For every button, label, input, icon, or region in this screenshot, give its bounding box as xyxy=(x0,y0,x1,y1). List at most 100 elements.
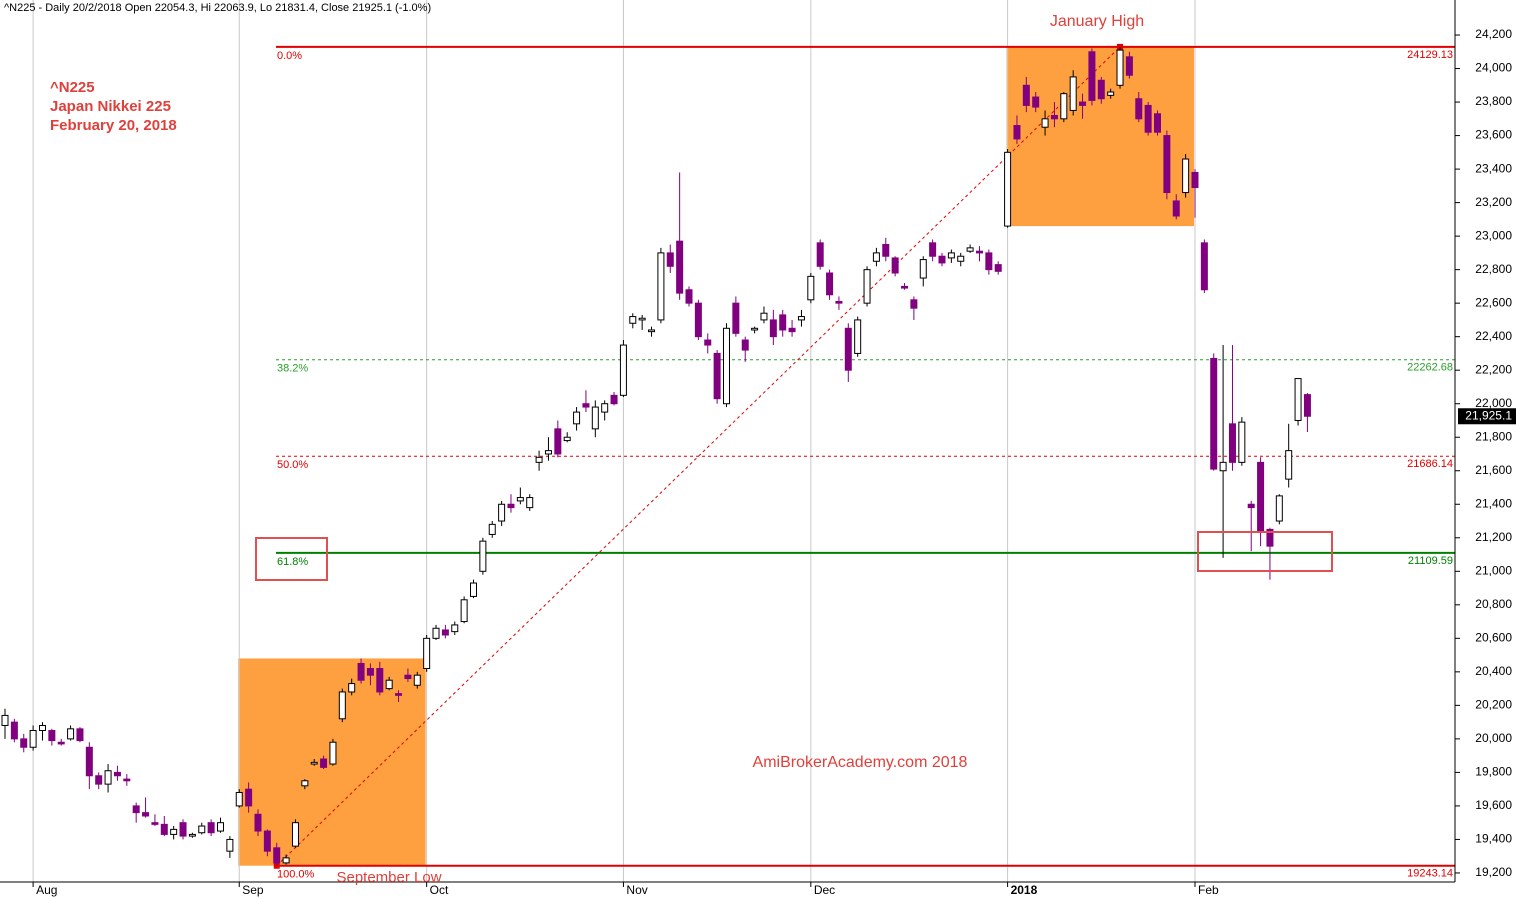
candle-body xyxy=(694,302,702,338)
candle-body xyxy=(891,257,899,274)
candle-body xyxy=(610,394,618,405)
candle-body xyxy=(760,312,768,321)
x-tick-label: Feb xyxy=(1198,883,1219,897)
candle-body xyxy=(1191,171,1199,189)
candle-body xyxy=(826,272,834,296)
candle-body xyxy=(488,523,496,535)
candle-body xyxy=(263,830,271,852)
candle-body xyxy=(1154,113,1162,133)
candle-body xyxy=(1088,51,1096,101)
candle-body xyxy=(1303,394,1311,417)
y-tick-label: 23,000 xyxy=(1475,228,1512,242)
candle-body xyxy=(648,329,656,333)
fib-label: 0.0% xyxy=(277,50,302,62)
trend-line xyxy=(276,46,1121,867)
candle-body xyxy=(872,252,880,262)
candle-body xyxy=(844,327,852,371)
candle-body xyxy=(1257,461,1265,532)
highlight-zone xyxy=(1006,46,1194,227)
candle-body xyxy=(685,289,693,304)
candle-body xyxy=(975,250,983,254)
candle-body xyxy=(573,411,581,425)
y-tick-label: 22,400 xyxy=(1475,329,1512,343)
candle-body xyxy=(1144,104,1152,133)
candle-body xyxy=(376,667,384,693)
y-tick-label: 23,400 xyxy=(1475,161,1512,175)
y-tick-label: 20,800 xyxy=(1475,597,1512,611)
y-tick-label: 20,200 xyxy=(1475,698,1512,712)
candle-body xyxy=(10,721,18,740)
candle-body xyxy=(48,730,56,742)
candle-body xyxy=(1285,450,1293,480)
candle-body xyxy=(985,252,993,271)
candle-body xyxy=(732,302,740,334)
candle-body xyxy=(1097,79,1105,100)
fib-label: 100.0% xyxy=(277,869,315,881)
candle-body xyxy=(554,428,562,455)
fib-value: 22262.68 xyxy=(1407,362,1453,374)
candle-body xyxy=(179,822,187,837)
candle-body xyxy=(1125,56,1133,76)
candle-body xyxy=(320,758,328,768)
candle-body xyxy=(1182,158,1190,194)
candle-body xyxy=(423,637,431,669)
y-tick-label: 23,800 xyxy=(1475,94,1512,108)
y-tick-label: 24,000 xyxy=(1475,61,1512,75)
candle-body xyxy=(1004,151,1012,227)
candle-body xyxy=(1172,200,1180,217)
watermark: AmiBrokerAcademy.com 2018 xyxy=(753,754,968,771)
candle-body xyxy=(282,857,290,864)
candle-body xyxy=(779,314,787,331)
x-tick-label: Dec xyxy=(814,883,835,897)
candle-body xyxy=(882,244,890,257)
annotation: ^N225 xyxy=(50,79,95,96)
candle-body xyxy=(132,805,140,814)
candle-body xyxy=(544,450,552,455)
candle-body xyxy=(835,300,843,304)
y-tick-label: 22,600 xyxy=(1475,295,1512,309)
candle-body xyxy=(751,327,759,331)
candle-body xyxy=(395,693,403,696)
y-tick-label: 20,600 xyxy=(1475,631,1512,645)
candle-body xyxy=(1079,101,1087,106)
y-tick-label: 22,800 xyxy=(1475,262,1512,276)
candle-body xyxy=(413,674,421,686)
candle-body xyxy=(198,825,206,834)
candle-body xyxy=(291,822,299,847)
candle-body xyxy=(957,255,965,262)
candle-body xyxy=(563,436,571,442)
candle-body xyxy=(854,319,862,354)
y-tick-label: 19,800 xyxy=(1475,765,1512,779)
x-tick-label: 2018 xyxy=(1011,883,1038,897)
candle-body xyxy=(535,456,543,463)
candle-body xyxy=(357,662,365,681)
candle-body xyxy=(769,319,777,338)
candle-body xyxy=(160,823,168,835)
candle-body xyxy=(619,344,627,396)
candle-body xyxy=(76,728,84,742)
y-tick-label: 21,600 xyxy=(1475,463,1512,477)
fib-value: 21109.59 xyxy=(1408,555,1453,567)
candle-body xyxy=(57,741,65,745)
y-tick-label: 23,600 xyxy=(1475,128,1512,142)
high-label: January High xyxy=(1050,13,1144,30)
y-tick-label: 21,000 xyxy=(1475,563,1512,577)
candle-body xyxy=(901,285,909,289)
fib-label: 50.0% xyxy=(277,459,308,471)
candle-body xyxy=(1294,378,1302,421)
candle-body xyxy=(348,683,356,693)
candles xyxy=(1,46,1311,866)
y-tick-label: 20,400 xyxy=(1475,664,1512,678)
candle-body xyxy=(1107,91,1115,96)
candle-body xyxy=(1200,242,1208,291)
y-tick-label: 20,000 xyxy=(1475,731,1512,745)
fib-levels: 0.0% 24129.13 38.2% 22262.68 50.0% 21686.14 61… xyxy=(273,43,1455,881)
candle-body xyxy=(863,269,871,304)
candle-body xyxy=(919,259,927,279)
fib-value: 21686.14 xyxy=(1407,458,1453,470)
candle-body xyxy=(310,761,318,765)
candle-body xyxy=(273,847,281,864)
candle-body xyxy=(1069,76,1077,111)
candle-body xyxy=(947,252,955,259)
